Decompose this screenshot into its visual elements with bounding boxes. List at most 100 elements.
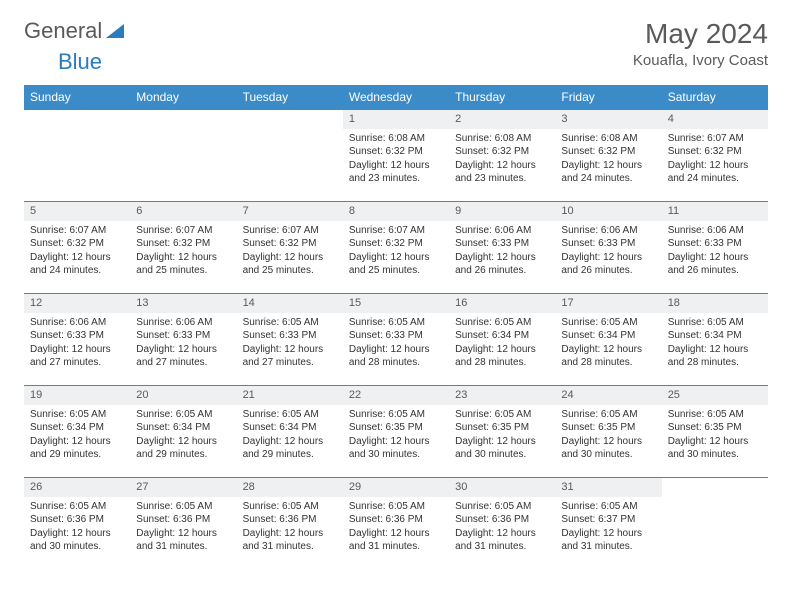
- sunrise-text: Sunrise: 6:05 AM: [243, 500, 337, 514]
- daylight-text: Daylight: 12 hours and 29 minutes.: [136, 435, 230, 462]
- sunrise-text: Sunrise: 6:08 AM: [455, 132, 549, 146]
- day-header-thursday: Thursday: [449, 85, 555, 110]
- day-body: Sunrise: 6:08 AMSunset: 6:32 PMDaylight:…: [343, 129, 449, 190]
- day-number: 19: [24, 386, 130, 405]
- week-row: 1Sunrise: 6:08 AMSunset: 6:32 PMDaylight…: [24, 110, 768, 202]
- day-cell: 14Sunrise: 6:05 AMSunset: 6:33 PMDayligh…: [237, 294, 343, 386]
- day-cell: 19Sunrise: 6:05 AMSunset: 6:34 PMDayligh…: [24, 386, 130, 478]
- sunrise-text: Sunrise: 6:05 AM: [243, 316, 337, 330]
- daylight-text: Daylight: 12 hours and 26 minutes.: [561, 251, 655, 278]
- day-cell: 26Sunrise: 6:05 AMSunset: 6:36 PMDayligh…: [24, 478, 130, 570]
- sunrise-text: Sunrise: 6:06 AM: [668, 224, 762, 238]
- daylight-text: Daylight: 12 hours and 30 minutes.: [349, 435, 443, 462]
- day-body: Sunrise: 6:08 AMSunset: 6:32 PMDaylight:…: [555, 129, 661, 190]
- calendar-body: 1Sunrise: 6:08 AMSunset: 6:32 PMDaylight…: [24, 110, 768, 570]
- sunset-text: Sunset: 6:37 PM: [561, 513, 655, 527]
- day-number: 21: [237, 386, 343, 405]
- daylight-text: Daylight: 12 hours and 31 minutes.: [243, 527, 337, 554]
- day-number: 29: [343, 478, 449, 497]
- day-cell: 17Sunrise: 6:05 AMSunset: 6:34 PMDayligh…: [555, 294, 661, 386]
- sunrise-text: Sunrise: 6:07 AM: [30, 224, 124, 238]
- day-body: Sunrise: 6:07 AMSunset: 6:32 PMDaylight:…: [237, 221, 343, 282]
- sunset-text: Sunset: 6:32 PM: [561, 145, 655, 159]
- sunrise-text: Sunrise: 6:05 AM: [349, 316, 443, 330]
- sunrise-text: Sunrise: 6:05 AM: [349, 500, 443, 514]
- day-number: 22: [343, 386, 449, 405]
- sunset-text: Sunset: 6:33 PM: [561, 237, 655, 251]
- day-cell: 21Sunrise: 6:05 AMSunset: 6:34 PMDayligh…: [237, 386, 343, 478]
- day-header-monday: Monday: [130, 85, 236, 110]
- daylight-text: Daylight: 12 hours and 26 minutes.: [455, 251, 549, 278]
- week-row: 5Sunrise: 6:07 AMSunset: 6:32 PMDaylight…: [24, 202, 768, 294]
- sunset-text: Sunset: 6:35 PM: [561, 421, 655, 435]
- day-number: 25: [662, 386, 768, 405]
- brand-name-a: General: [24, 18, 102, 44]
- day-cell: 16Sunrise: 6:05 AMSunset: 6:34 PMDayligh…: [449, 294, 555, 386]
- daylight-text: Daylight: 12 hours and 23 minutes.: [349, 159, 443, 186]
- daylight-text: Daylight: 12 hours and 30 minutes.: [455, 435, 549, 462]
- day-body: Sunrise: 6:06 AMSunset: 6:33 PMDaylight:…: [555, 221, 661, 282]
- day-body: Sunrise: 6:05 AMSunset: 6:36 PMDaylight:…: [343, 497, 449, 558]
- daylight-text: Daylight: 12 hours and 27 minutes.: [30, 343, 124, 370]
- day-number: 6: [130, 202, 236, 221]
- sunset-text: Sunset: 6:35 PM: [349, 421, 443, 435]
- sunset-text: Sunset: 6:34 PM: [30, 421, 124, 435]
- day-number: 10: [555, 202, 661, 221]
- sunrise-text: Sunrise: 6:05 AM: [349, 408, 443, 422]
- day-cell: 25Sunrise: 6:05 AMSunset: 6:35 PMDayligh…: [662, 386, 768, 478]
- day-number: 8: [343, 202, 449, 221]
- day-number: 3: [555, 110, 661, 129]
- day-number: 26: [24, 478, 130, 497]
- day-body: Sunrise: 6:05 AMSunset: 6:33 PMDaylight:…: [343, 313, 449, 374]
- week-row: 26Sunrise: 6:05 AMSunset: 6:36 PMDayligh…: [24, 478, 768, 570]
- day-number: 28: [237, 478, 343, 497]
- sunrise-text: Sunrise: 6:05 AM: [668, 408, 762, 422]
- sunset-text: Sunset: 6:33 PM: [30, 329, 124, 343]
- day-cell: 27Sunrise: 6:05 AMSunset: 6:36 PMDayligh…: [130, 478, 236, 570]
- sunset-text: Sunset: 6:34 PM: [668, 329, 762, 343]
- day-body: Sunrise: 6:06 AMSunset: 6:33 PMDaylight:…: [662, 221, 768, 282]
- day-cell: 6Sunrise: 6:07 AMSunset: 6:32 PMDaylight…: [130, 202, 236, 294]
- daylight-text: Daylight: 12 hours and 24 minutes.: [668, 159, 762, 186]
- daylight-text: Daylight: 12 hours and 31 minutes.: [455, 527, 549, 554]
- sunset-text: Sunset: 6:36 PM: [455, 513, 549, 527]
- daylight-text: Daylight: 12 hours and 28 minutes.: [349, 343, 443, 370]
- sunrise-text: Sunrise: 6:05 AM: [455, 408, 549, 422]
- sunrise-text: Sunrise: 6:06 AM: [455, 224, 549, 238]
- day-body: Sunrise: 6:05 AMSunset: 6:36 PMDaylight:…: [449, 497, 555, 558]
- sunrise-text: Sunrise: 6:05 AM: [561, 408, 655, 422]
- brand-name-b: Blue: [58, 49, 102, 74]
- sunrise-text: Sunrise: 6:05 AM: [30, 408, 124, 422]
- day-body: Sunrise: 6:06 AMSunset: 6:33 PMDaylight:…: [449, 221, 555, 282]
- day-cell: 5Sunrise: 6:07 AMSunset: 6:32 PMDaylight…: [24, 202, 130, 294]
- sunrise-text: Sunrise: 6:07 AM: [349, 224, 443, 238]
- day-body: Sunrise: 6:06 AMSunset: 6:33 PMDaylight:…: [130, 313, 236, 374]
- day-cell: [24, 110, 130, 202]
- sunset-text: Sunset: 6:35 PM: [668, 421, 762, 435]
- sunrise-text: Sunrise: 6:05 AM: [455, 500, 549, 514]
- sunrise-text: Sunrise: 6:08 AM: [349, 132, 443, 146]
- day-cell: [662, 478, 768, 570]
- day-body: Sunrise: 6:05 AMSunset: 6:35 PMDaylight:…: [449, 405, 555, 466]
- sunrise-text: Sunrise: 6:07 AM: [668, 132, 762, 146]
- sunrise-text: Sunrise: 6:05 AM: [668, 316, 762, 330]
- sunrise-text: Sunrise: 6:06 AM: [136, 316, 230, 330]
- week-row: 12Sunrise: 6:06 AMSunset: 6:33 PMDayligh…: [24, 294, 768, 386]
- sunset-text: Sunset: 6:36 PM: [349, 513, 443, 527]
- day-body: Sunrise: 6:07 AMSunset: 6:32 PMDaylight:…: [130, 221, 236, 282]
- day-number: 17: [555, 294, 661, 313]
- day-cell: 18Sunrise: 6:05 AMSunset: 6:34 PMDayligh…: [662, 294, 768, 386]
- daylight-text: Daylight: 12 hours and 27 minutes.: [136, 343, 230, 370]
- daylight-text: Daylight: 12 hours and 28 minutes.: [455, 343, 549, 370]
- day-body: Sunrise: 6:06 AMSunset: 6:33 PMDaylight:…: [24, 313, 130, 374]
- sunset-text: Sunset: 6:36 PM: [30, 513, 124, 527]
- daylight-text: Daylight: 12 hours and 31 minutes.: [136, 527, 230, 554]
- day-header-saturday: Saturday: [662, 85, 768, 110]
- day-body: Sunrise: 6:05 AMSunset: 6:34 PMDaylight:…: [24, 405, 130, 466]
- daylight-text: Daylight: 12 hours and 30 minutes.: [30, 527, 124, 554]
- day-number: 15: [343, 294, 449, 313]
- daylight-text: Daylight: 12 hours and 24 minutes.: [561, 159, 655, 186]
- day-header-friday: Friday: [555, 85, 661, 110]
- day-cell: 20Sunrise: 6:05 AMSunset: 6:34 PMDayligh…: [130, 386, 236, 478]
- day-number: 9: [449, 202, 555, 221]
